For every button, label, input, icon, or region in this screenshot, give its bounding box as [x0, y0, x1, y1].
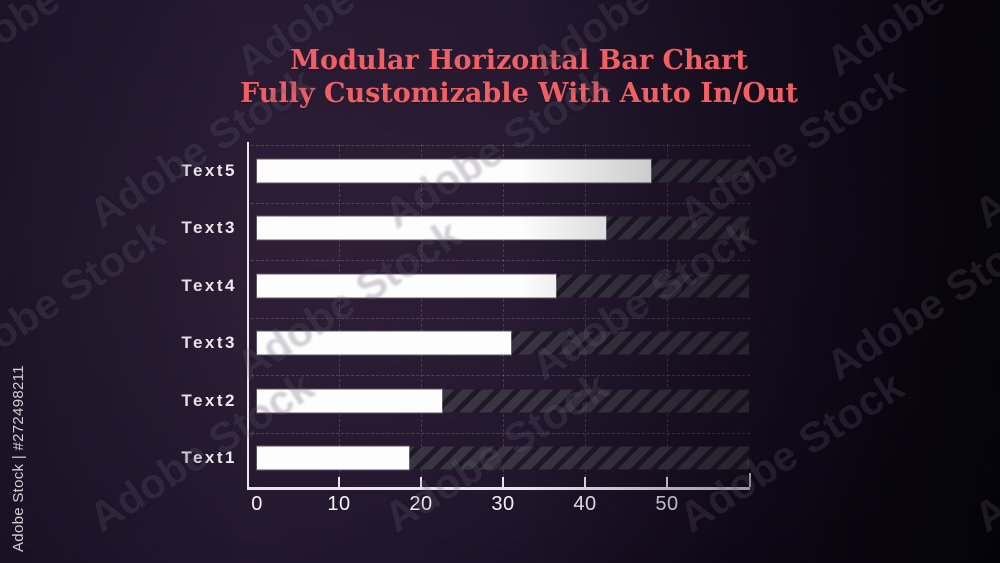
bar-row: Text1	[181, 430, 750, 488]
x-axis-tick-label: 10	[327, 493, 351, 515]
plot-area: 0 10 20 30 40 50 Text5 Text3 Text4 Text3 Text2 Text…	[181, 142, 751, 515]
bar-chart: 0 10 20 30 40 50 Text5 Text3 Text4 Text3 Text2 Text…	[181, 142, 751, 515]
y-axis-label: Text4	[181, 275, 237, 295]
bar-track	[257, 159, 749, 183]
watermark-tile: Adobe Stock	[817, 209, 1000, 390]
bar-row: Text5	[181, 142, 750, 200]
watermark-tile: Adobe Stock	[965, 362, 1000, 542]
chart-title: Modular Horizontal Bar Chart Fully Custo…	[240, 44, 798, 110]
bar-value	[257, 446, 409, 470]
bar-track	[257, 446, 749, 470]
y-axis-label: Text2	[181, 390, 237, 410]
bar-row: Text3	[181, 315, 750, 373]
x-axis-tick-label: 30	[491, 493, 515, 515]
y-axis-label: Text3	[181, 218, 237, 238]
x-axis-tick-label: 0	[251, 493, 263, 515]
y-axis-label: Text1	[181, 448, 237, 468]
bar-value	[257, 331, 512, 355]
bar-track	[257, 274, 749, 298]
bar-row: Text3	[181, 200, 750, 258]
bar-track	[257, 216, 749, 240]
y-axis-label: Text5	[181, 160, 237, 180]
watermark-tile: Adobe Stock	[818, 0, 1000, 86]
x-axis-tick-label: 40	[573, 493, 597, 515]
bar-row: Text2	[181, 372, 750, 430]
x-axis-tick-label: 50	[655, 493, 679, 515]
bar-value	[257, 159, 651, 183]
chart-title-line2: Fully Customizable With Auto In/Out	[240, 78, 798, 109]
bar-value	[257, 216, 606, 240]
x-axis-tick-label: 20	[409, 493, 433, 515]
bar-row: Text4	[181, 257, 750, 315]
chart-title-line1: Modular Horizontal Bar Chart	[290, 45, 748, 76]
bar-track	[257, 389, 749, 413]
stock-id-watermark: Adobe Stock | #272498211	[10, 365, 27, 552]
bar-value	[257, 389, 442, 413]
bar-value	[257, 274, 557, 298]
y-axis-label: Text3	[181, 333, 237, 353]
watermark-tile: Adobe Stock	[0, 209, 174, 390]
watermark-tile: Adobe Stock	[0, 0, 174, 86]
bar-track	[257, 331, 749, 355]
watermark-tile: Adobe Stock	[965, 58, 1000, 238]
